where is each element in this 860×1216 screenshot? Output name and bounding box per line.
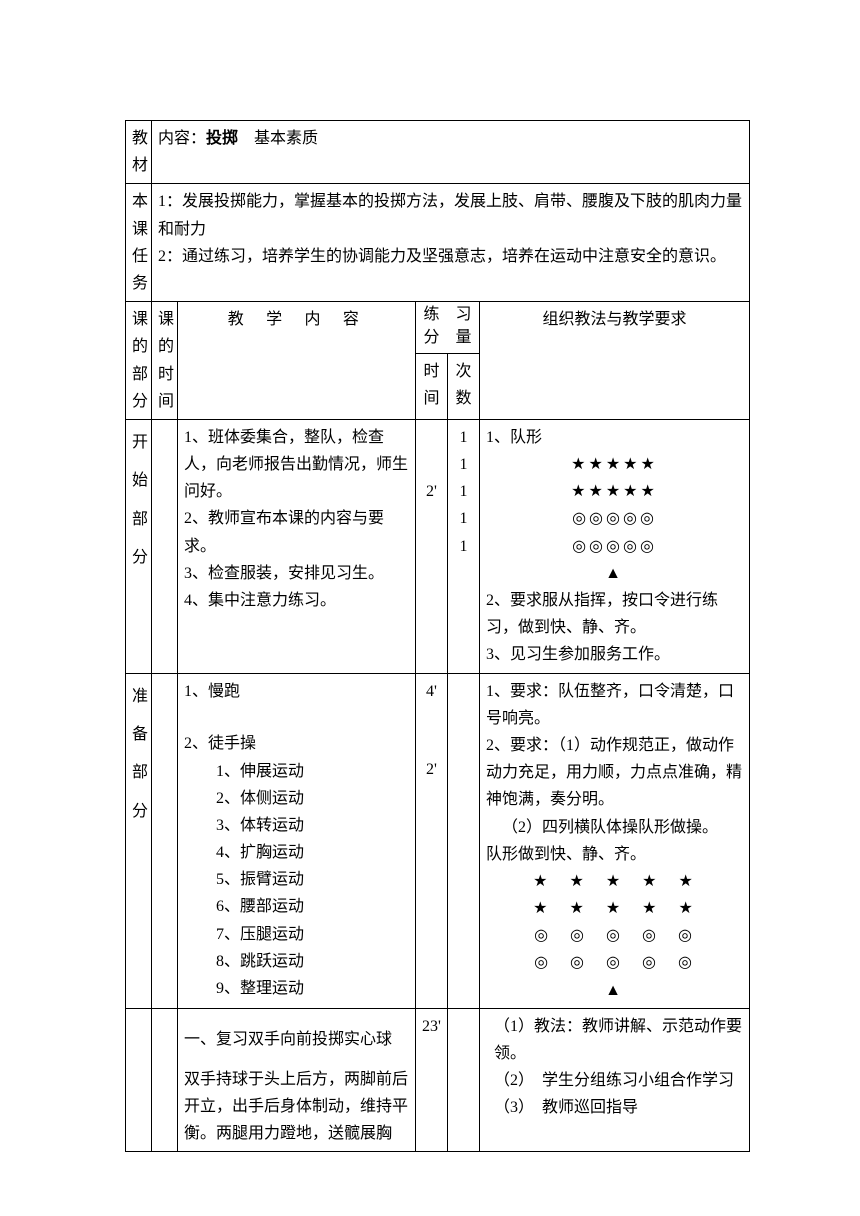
row-task: 本课任务 1：发展投掷能力，掌握基本的投掷方法，发展上肢、肩带、腰腹及下肢的肌肉… bbox=[126, 184, 750, 302]
start-org: 1、队形 ★★★★★ ★★★★★ ◎◎◎◎◎ ◎◎◎◎◎ ▲ 2、要求服从指挥，… bbox=[480, 419, 750, 673]
prep-f-t: ▲ bbox=[486, 977, 743, 1004]
main-counts bbox=[448, 1008, 480, 1151]
content-prefix: 内容： bbox=[158, 130, 206, 147]
prep-f-s2: ★ ★ ★ ★ ★ bbox=[486, 895, 743, 922]
prep-sub7: 7、压腿运动 bbox=[216, 921, 409, 948]
formation-stars1: ★★★★★ bbox=[486, 451, 743, 478]
prep-org-2a: 2、要求：（1）动作规范正，做动作动力充足，用力顺，力点点准确，精神饱满，奏分明… bbox=[486, 732, 743, 814]
label-material: 教材 bbox=[126, 121, 152, 184]
row-prep: 准备部分 1、慢跑 2、徒手操 1、伸展运动 2、体侧运动 3、体转运动 4、扩… bbox=[126, 673, 750, 1008]
main-org-2: （2） 学生分组练习小组合作学习 bbox=[486, 1067, 743, 1094]
start-content: 1、班体委集合，整队，检查人，向老师报告出勤情况，师生问好。 2、教师宣布本课的… bbox=[178, 419, 416, 673]
formation-stars2: ★★★★★ bbox=[486, 478, 743, 505]
start-org-3: 3、见习生参加服务工作。 bbox=[486, 641, 743, 668]
head-part: 课的部分 bbox=[126, 302, 152, 420]
start-org-1: 1、队形 bbox=[486, 424, 743, 451]
start-c3: 3、检查服装，安排见习生。 bbox=[184, 560, 409, 587]
formation-circ2: ◎◎◎◎◎ bbox=[486, 533, 743, 560]
main-classtime bbox=[152, 1008, 178, 1151]
lesson-plan-table: 教材 内容：投掷 基本素质 本课任务 1：发展投掷能力，掌握基本的投掷方法，发展… bbox=[125, 120, 750, 1152]
prep-org-2c: 队形做到快、静、齐。 bbox=[486, 841, 743, 868]
prep-sub4: 4、扩胸运动 bbox=[216, 839, 409, 866]
head-practice-time: 时间 bbox=[416, 353, 448, 419]
prep-org-2b: （2）四列横队体操队形做操。 bbox=[486, 814, 743, 841]
head-practice-count: 次数 bbox=[448, 353, 480, 419]
main-content: 一、复习双手向前投掷实心球 双手持球于头上后方，两脚前后开立，出手后身体制动，维… bbox=[178, 1008, 416, 1151]
material-content: 内容：投掷 基本素质 bbox=[152, 121, 750, 184]
main-title: 一、复习双手向前投掷实心球 bbox=[184, 1026, 409, 1053]
prep-label: 准备部分 bbox=[126, 673, 152, 1008]
main-org: （1）教法：教师讲解、示范动作要领。 （2） 学生分组练习小组合作学习 （3） … bbox=[480, 1008, 750, 1151]
start-classtime bbox=[152, 419, 178, 673]
start-c2: 2、教师宣布本课的内容与要求。 bbox=[184, 505, 409, 559]
prep-sub1: 1、伸展运动 bbox=[216, 758, 409, 785]
task-line2: 2：通过练习，培养学生的协调能力及坚强意志，培养在运动中注意安全的意识。 bbox=[158, 243, 743, 270]
prep-f-s1: ★ ★ ★ ★ ★ bbox=[486, 868, 743, 895]
main-org-1: （1）教法：教师讲解、示范动作要领。 bbox=[486, 1013, 743, 1067]
formation-tri: ▲ bbox=[486, 560, 743, 587]
row-start: 开始部分 1、班体委集合，整队，检查人，向老师报告出勤情况，师生问好。 2、教师… bbox=[126, 419, 750, 673]
start-org-2: 2、要求服从指挥，按口令进行练习，做到快、静、齐。 bbox=[486, 587, 743, 641]
main-label bbox=[126, 1008, 152, 1151]
content-bold: 投掷 bbox=[206, 130, 238, 147]
prep-sub8: 8、跳跃运动 bbox=[216, 948, 409, 975]
prep-org-1: 1、要求：队伍整齐，口令清楚，口号响亮。 bbox=[486, 678, 743, 732]
start-time: 2' bbox=[416, 419, 448, 673]
prep-f-c2: ◎ ◎ ◎ ◎ ◎ bbox=[486, 949, 743, 976]
main-time: 23' bbox=[416, 1008, 448, 1151]
label-task: 本课任务 bbox=[126, 184, 152, 302]
start-counts: 1 1 1 1 1 bbox=[448, 419, 480, 673]
row-main: 一、复习双手向前投掷实心球 双手持球于头上后方，两脚前后开立，出手后身体制动，维… bbox=[126, 1008, 750, 1151]
prep-item1: 1、慢跑 bbox=[184, 678, 409, 705]
content-suffix: 基本素质 bbox=[238, 130, 318, 147]
prep-classtime bbox=[152, 673, 178, 1008]
formation-circ1: ◎◎◎◎◎ bbox=[486, 505, 743, 532]
head-content: 教学内容 bbox=[178, 302, 416, 420]
prep-sub6: 6、腰部运动 bbox=[216, 893, 409, 920]
main-desc: 双手持球于头上后方，两脚前后开立，出手后身体制动，维持平衡。两腿用力蹬地，送髋展… bbox=[184, 1066, 409, 1148]
prep-sub5: 5、振臂运动 bbox=[216, 866, 409, 893]
prep-f-c1: ◎ ◎ ◎ ◎ ◎ bbox=[486, 922, 743, 949]
prep-item2: 2、徒手操 bbox=[184, 730, 409, 757]
start-c1: 1、班体委集合，整队，检查人，向老师报告出勤情况，师生问好。 bbox=[184, 424, 409, 506]
prep-sub9: 9、整理运动 bbox=[216, 975, 409, 1002]
row-header-1: 课的部分 课的时间 教学内容 练 习 分 量 组织教法与教学要求 bbox=[126, 302, 750, 354]
row-material: 教材 内容：投掷 基本素质 bbox=[126, 121, 750, 184]
prep-sub3: 3、体转运动 bbox=[216, 812, 409, 839]
task-content: 1：发展投掷能力，掌握基本的投掷方法，发展上肢、肩带、腰腹及下肢的肌肉力量和耐力… bbox=[152, 184, 750, 302]
prep-org: 1、要求：队伍整齐，口令清楚，口号响亮。 2、要求：（1）动作规范正，做动作动力… bbox=[480, 673, 750, 1008]
prep-counts bbox=[448, 673, 480, 1008]
start-label: 开始部分 bbox=[126, 419, 152, 673]
start-c4: 4、集中注意力练习。 bbox=[184, 587, 409, 614]
prep-sub2: 2、体侧运动 bbox=[216, 785, 409, 812]
prep-time: 4' 2' bbox=[416, 673, 448, 1008]
main-org-3: （3） 教师巡回指导 bbox=[486, 1094, 743, 1121]
task-line1: 1：发展投掷能力，掌握基本的投掷方法，发展上肢、肩带、腰腹及下肢的肌肉力量和耐力 bbox=[158, 188, 743, 242]
lesson-plan-page: 教材 内容：投掷 基本素质 本课任务 1：发展投掷能力，掌握基本的投掷方法，发展… bbox=[0, 0, 860, 1192]
head-practice: 练 习 分 量 bbox=[416, 302, 480, 354]
prep-content: 1、慢跑 2、徒手操 1、伸展运动 2、体侧运动 3、体转运动 4、扩胸运动 5… bbox=[178, 673, 416, 1008]
head-org: 组织教法与教学要求 bbox=[480, 302, 750, 420]
head-time: 课的时间 bbox=[152, 302, 178, 420]
